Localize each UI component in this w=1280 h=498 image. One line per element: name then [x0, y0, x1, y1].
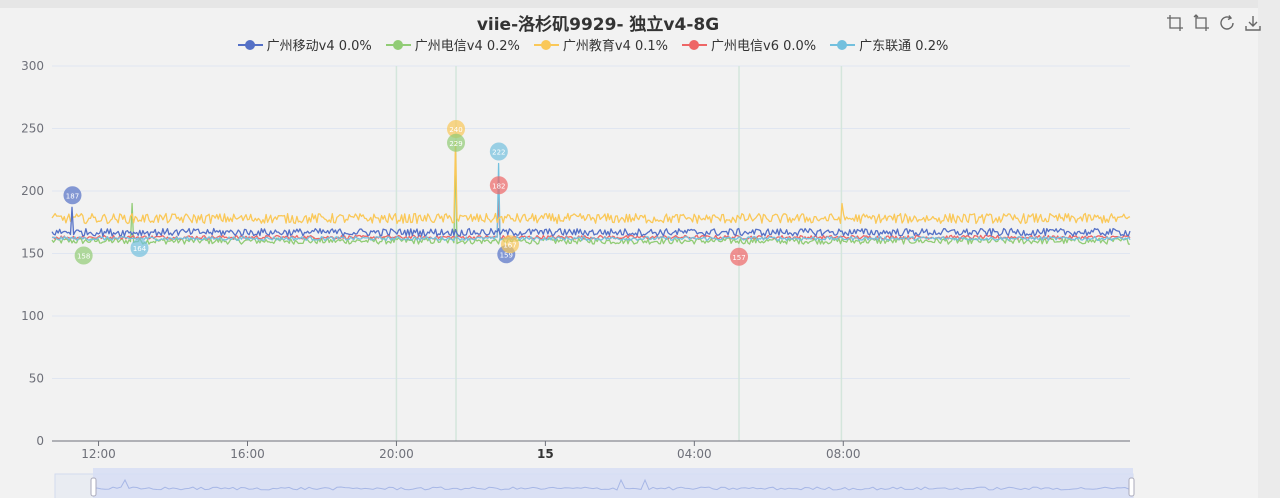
datazoom-handle-right[interactable]: [1128, 477, 1135, 497]
legend: 广州移动v4 0.0% 广州电信v4 0.2% 广州教育v4 0.1% 广州电信v6 …: [0, 35, 1186, 54]
marker-pin: [489, 142, 508, 161]
marker-pin: [730, 247, 749, 266]
datazoom-handle-left[interactable]: [90, 477, 97, 497]
legend-label: 广州电信v4 0.2%: [414, 39, 520, 54]
datazoom-preview: [92, 478, 1134, 494]
marker-pin: [63, 186, 82, 205]
y-tick-label: 0: [36, 434, 44, 448]
marker-pin: [74, 246, 93, 265]
datazoom-selection[interactable]: [93, 468, 1133, 498]
marker-label: 229: [449, 140, 462, 148]
marker-label: 240: [449, 126, 462, 134]
legend-swatch: [830, 38, 856, 52]
marker-label: 167: [503, 241, 516, 249]
marker-pin: [447, 133, 466, 152]
legend-item[interactable]: 广州电信v6 0.0%: [682, 35, 816, 54]
y-tick-label: 300: [21, 59, 44, 73]
marker-pin: [130, 239, 149, 257]
y-tick-label: 50: [29, 372, 44, 386]
x-tick-label: 12:00: [81, 447, 116, 461]
marker-pin: [501, 235, 520, 254]
zoom-reset-icon[interactable]: [1192, 14, 1210, 32]
legend-swatch: [385, 38, 411, 52]
x-tick-label: 20:00: [379, 447, 414, 461]
y-tick-label: 100: [21, 309, 44, 323]
legend-label: 广东联通 0.2%: [859, 39, 949, 54]
marker-label: 158: [77, 253, 90, 261]
series-line-4: [51, 162, 1131, 242]
y-tick-label: 250: [21, 122, 44, 136]
marker-label: 164: [133, 245, 147, 253]
x-tick-label: 04:00: [677, 447, 712, 461]
legend-item[interactable]: 广州教育v4 0.1%: [533, 35, 669, 54]
marker-pin: [489, 176, 508, 195]
series-line-0: [51, 206, 1131, 237]
toolbox: [1166, 14, 1262, 32]
chart-title: viie-洛杉矶9929- 独立v4-8G: [476, 15, 720, 35]
window-top-strip: [0, 0, 1280, 8]
legend-label: 广州移动v4 0.0%: [266, 39, 372, 54]
series-line-2: [51, 140, 1131, 225]
legend-label: 广州电信v6 0.0%: [711, 39, 817, 54]
marker-pin: [447, 120, 466, 138]
legend-swatch: [533, 38, 559, 52]
download-icon[interactable]: [1244, 14, 1262, 32]
legend-item[interactable]: 广州移动v4 0.0%: [237, 35, 372, 54]
marker-label: 157: [732, 254, 745, 262]
zoom-icon[interactable]: [1166, 14, 1184, 32]
marker-label: 182: [492, 182, 505, 190]
x-tick-label: 08:00: [826, 447, 861, 461]
y-tick-label: 150: [21, 247, 44, 261]
series-line-3: [52, 196, 1131, 240]
legend-item[interactable]: 广州电信v4 0.2%: [385, 35, 520, 54]
marker-label: 187: [66, 192, 79, 200]
scrollbar-track[interactable]: [1258, 0, 1280, 498]
legend-swatch: [682, 38, 708, 52]
legend-label: 广州教育v4 0.1%: [562, 39, 669, 54]
marker-label: 159: [500, 251, 513, 259]
legend-item[interactable]: 广东联通 0.2%: [830, 35, 948, 54]
legend-swatch: [237, 38, 263, 52]
y-tick-label: 200: [21, 184, 44, 198]
x-tick-label: 15: [537, 447, 554, 461]
marker-label: 222: [492, 149, 505, 157]
x-tick-label: 16:00: [230, 447, 265, 461]
restore-icon[interactable]: [1218, 14, 1236, 32]
